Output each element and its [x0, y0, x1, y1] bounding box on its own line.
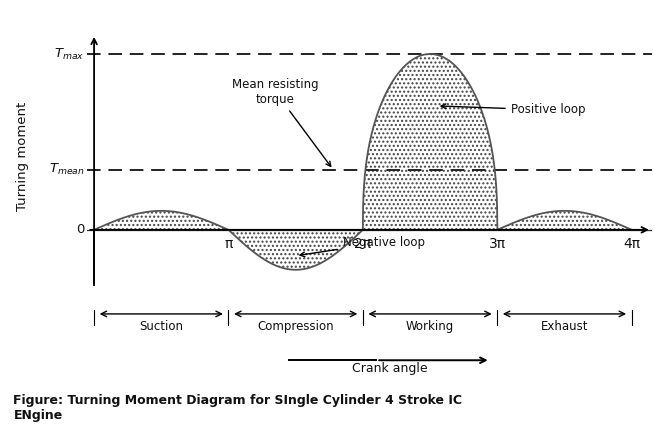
Text: Compression: Compression: [257, 320, 334, 333]
Text: 0: 0: [77, 223, 85, 236]
Text: 4π: 4π: [623, 237, 640, 251]
Text: $T_{mean}$: $T_{mean}$: [49, 162, 85, 178]
Text: π: π: [224, 237, 233, 251]
Text: Figure: Turning Moment Diagram for SIngle Cylinder 4 Stroke IC
ENgine: Figure: Turning Moment Diagram for SIngl…: [13, 394, 462, 422]
Text: Crank angle: Crank angle: [352, 362, 427, 375]
Text: Exhaust: Exhaust: [541, 320, 588, 333]
Text: Positive loop: Positive loop: [441, 103, 585, 116]
Text: Working: Working: [406, 320, 454, 333]
Text: Turning moment: Turning moment: [16, 101, 29, 210]
Text: Suction: Suction: [139, 320, 183, 333]
Text: 3π: 3π: [489, 237, 506, 251]
Text: $T_{max}$: $T_{max}$: [54, 46, 85, 61]
Text: 2π: 2π: [354, 237, 372, 251]
Text: Mean resisting
torque: Mean resisting torque: [233, 78, 331, 166]
Text: Negative loop: Negative loop: [300, 236, 425, 257]
